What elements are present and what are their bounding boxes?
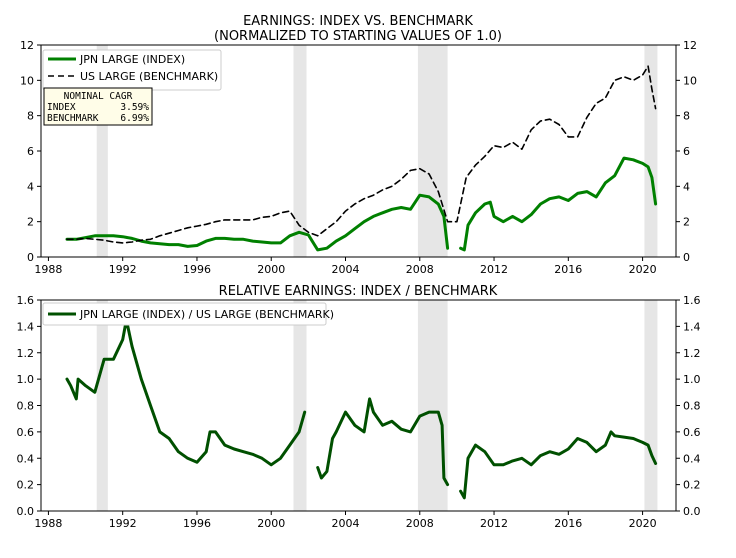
bottom-x-tick-label-2020: 2020: [629, 517, 657, 530]
cagr-benchmark-label: BENCHMARK: [47, 113, 99, 124]
bottom-legend: JPN LARGE (INDEX) / US LARGE (BENCHMARK): [42, 302, 334, 326]
cagr-benchmark-value: 6.99%: [120, 113, 149, 124]
top-legend: JPN LARGE (INDEX) US LARGE (BENCHMARK): [42, 49, 222, 91]
bottom-recession-band-0: [96, 300, 108, 511]
bottom-y-tick-label-right-1.0: 1.0: [683, 373, 701, 386]
bottom-x-tick-label-2004: 2004: [332, 517, 360, 530]
bottom-y-tick-label-right-0.8: 0.8: [683, 400, 701, 413]
cagr-box: NOMINAL CAGR INDEX 3.59% BENCHMARK 6.99%: [43, 87, 153, 126]
top-y-tick-label-left-2: 2: [27, 216, 34, 229]
bottom-x-tick-label-2016: 2016: [554, 517, 582, 530]
bottom-x-tick-label-1996: 1996: [183, 517, 211, 530]
cagr-index-label: INDEX: [47, 102, 76, 113]
bottom-y-tick-label-left-1.2: 1.2: [17, 347, 35, 360]
top-y-tick-label-left-6: 6: [27, 145, 34, 158]
bottom-y-tick-label-right-0.4: 0.4: [683, 452, 701, 465]
bottom-y-tick-label-left-1.4: 1.4: [17, 320, 35, 333]
top-x-tick-label-2008: 2008: [406, 263, 434, 276]
top-y-tick-label-right-8: 8: [683, 110, 690, 123]
cagr-box-frame: [43, 87, 153, 126]
bottom-x-tick-label-2008: 2008: [406, 517, 434, 530]
top-x-tick-label-2016: 2016: [554, 263, 582, 276]
top-y-tick-label-right-0: 0: [683, 251, 690, 264]
bottom-y-tick-label-right-0.0: 0.0: [683, 505, 701, 518]
bottom-y-tick-label-left-1.6: 1.6: [17, 294, 35, 307]
top-chart-subtitle: (NORMALIZED TO STARTING VALUES OF 1.0): [214, 29, 502, 44]
top-y-tick-label-right-12: 12: [683, 39, 697, 52]
bottom-y-tick-label-right-1.6: 1.6: [683, 294, 701, 307]
bottom-series-line-0: [65, 318, 658, 500]
top-y-tick-label-left-0: 0: [27, 251, 34, 264]
top-y-tick-label-right-10: 10: [683, 74, 697, 87]
top-y-tick-label-left-8: 8: [27, 110, 34, 123]
top-x-tick-label-1992: 1992: [109, 263, 137, 276]
top-chart-title: EARNINGS: INDEX VS. BENCHMARK: [243, 14, 473, 29]
top-y-tick-label-left-10: 10: [20, 74, 34, 87]
legend-label-relative: JPN LARGE (INDEX) / US LARGE (BENCHMARK): [79, 308, 334, 321]
bottom-x-tick-label-2012: 2012: [480, 517, 508, 530]
legend-label-index: JPN LARGE (INDEX): [79, 53, 185, 66]
top-x-tick-label-2012: 2012: [480, 263, 508, 276]
cagr-index-value: 3.59%: [120, 102, 149, 113]
top-y-tick-label-right-6: 6: [683, 145, 690, 158]
bottom-y-tick-label-left-0.6: 0.6: [17, 426, 35, 439]
top-x-tick-label-2020: 2020: [629, 263, 657, 276]
top-x-tick-label-2004: 2004: [332, 263, 360, 276]
top-series-line-0: [65, 156, 658, 252]
bottom-x-tick-label-1988: 1988: [34, 517, 62, 530]
top-recession-band-1: [293, 45, 307, 257]
top-y-tick-label-left-12: 12: [20, 39, 34, 52]
top-recession-band-3: [644, 45, 658, 257]
bottom-y-tick-label-left-0.2: 0.2: [17, 479, 35, 492]
top-recession-band-2: [417, 45, 448, 257]
bottom-recession-band-1: [293, 300, 307, 511]
top-y-tick-label-left-4: 4: [27, 180, 34, 193]
bottom-x-tick-label-2000: 2000: [257, 517, 285, 530]
bottom-y-tick-label-right-0.2: 0.2: [683, 479, 701, 492]
top-x-tick-label-1988: 1988: [34, 263, 62, 276]
top-series-line-1: [66, 65, 657, 244]
top-y-tick-label-right-4: 4: [683, 180, 690, 193]
bottom-recession-band-3: [644, 300, 658, 511]
bottom-y-tick-label-left-0.0: 0.0: [17, 505, 35, 518]
legend-label-benchmark: US LARGE (BENCHMARK): [80, 70, 218, 83]
bottom-y-tick-label-right-1.2: 1.2: [683, 347, 701, 360]
top-x-tick-label-1996: 1996: [183, 263, 211, 276]
bottom-y-tick-label-left-0.4: 0.4: [17, 452, 35, 465]
bottom-legend-frame: [42, 302, 327, 326]
bottom-chart-title: RELATIVE EARNINGS: INDEX / BENCHMARK: [219, 284, 498, 299]
bottom-y-tick-label-right-1.4: 1.4: [683, 320, 701, 333]
bottom-y-tick-label-left-1.0: 1.0: [17, 373, 35, 386]
top-y-tick-label-right-2: 2: [683, 216, 690, 229]
bottom-y-tick-label-right-0.6: 0.6: [683, 426, 701, 439]
bottom-y-tick-label-left-0.8: 0.8: [17, 400, 35, 413]
top-x-tick-label-2000: 2000: [257, 263, 285, 276]
bottom-x-tick-label-1992: 1992: [109, 517, 137, 530]
cagr-header: NOMINAL CAGR: [64, 91, 133, 102]
top-recession-band-0: [96, 45, 108, 257]
